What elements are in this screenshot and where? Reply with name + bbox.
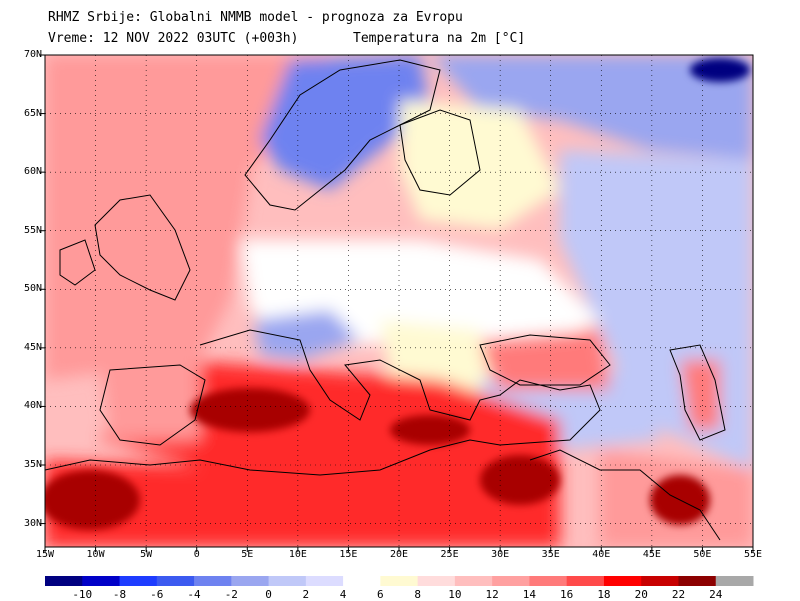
colorbar-swatch — [715, 576, 754, 586]
colorbar-label: 8 — [414, 588, 421, 601]
forecast-time: Vreme: 12 NOV 2022 03UTC (+003h) — [48, 31, 299, 46]
latitude-label: 55N — [23, 224, 42, 236]
colorbar-label: 12 — [485, 588, 499, 601]
colorbar-label: -10 — [72, 588, 93, 601]
colorbar-label: -2 — [224, 588, 238, 601]
colorbar-swatch — [194, 576, 232, 586]
colorbar-swatch — [156, 576, 195, 586]
longitude-label: 30E — [491, 549, 510, 560]
colorbar-label: 24 — [709, 588, 723, 601]
longitude-label: 50E — [693, 549, 712, 560]
latitude-label: 45N — [23, 341, 42, 353]
colorbar-swatch — [45, 576, 83, 586]
colorbar-label: -4 — [187, 588, 201, 601]
longitude-label: 0 — [193, 549, 200, 560]
longitude-label: 45E — [642, 549, 661, 560]
colorbar-label: 4 — [339, 588, 347, 601]
colorbar-label: 16 — [560, 588, 574, 601]
latitude-label: 50N — [23, 283, 42, 295]
longitude-label: 55E — [743, 549, 763, 560]
map-field — [45, 55, 753, 547]
colorbar-swatch — [268, 576, 307, 586]
longitude-label: 35E — [541, 549, 560, 560]
longitude-label: 40E — [592, 549, 611, 560]
colorbar-swatch — [678, 576, 717, 586]
colorbar-swatch — [603, 576, 642, 586]
colorbar-swatch — [529, 576, 568, 586]
colorbar-label: 2 — [302, 588, 310, 601]
colorbar-label: 0 — [265, 588, 272, 601]
colorbar-swatch — [380, 576, 419, 586]
latitude-label: 65N — [23, 107, 42, 119]
colorbar-swatch — [566, 576, 605, 586]
longitude-label: 15W — [35, 549, 55, 560]
colorbar-swatch — [492, 576, 530, 586]
longitude-label: 25E — [440, 549, 459, 560]
colorbar-swatch — [82, 576, 121, 586]
colorbar-label: 20 — [634, 588, 648, 601]
longitude-label: 10W — [86, 549, 105, 560]
colorbar-swatch — [641, 576, 679, 586]
colorbar-label: -8 — [112, 588, 127, 601]
colorbar-label: 22 — [671, 588, 686, 601]
longitude-label: 20E — [389, 549, 409, 560]
longitude-label: 5E — [241, 549, 254, 560]
colorbar-label: 18 — [597, 588, 611, 601]
colorbar-label: 6 — [377, 588, 384, 601]
colorbar-swatch — [417, 576, 456, 586]
longitude-label: 15E — [339, 549, 358, 560]
longitude-label: 10E — [288, 549, 307, 560]
colorbar-label: -6 — [150, 588, 164, 601]
latitude-label: 35N — [23, 459, 42, 470]
colorbar-swatch — [343, 576, 381, 586]
colorbar-swatch — [454, 576, 493, 586]
colorbar-label: 10 — [448, 588, 462, 601]
colorbar-label: 14 — [522, 588, 537, 601]
latitude-label: 40N — [23, 400, 42, 412]
colorbar-swatch — [119, 576, 158, 586]
latitude-label: 60N — [23, 166, 42, 178]
colorbar-swatch — [231, 576, 270, 586]
latitude-label: 70N — [23, 49, 42, 60]
colorbar — [45, 576, 754, 586]
colorbar-swatch — [305, 576, 344, 586]
longitude-label: 5W — [140, 549, 153, 560]
map-title: RHMZ Srbije: Globalni NMMB model - progn… — [48, 10, 463, 25]
variable-label: Temperatura na 2m [°C] — [353, 31, 526, 46]
latitude-label: 30N — [23, 517, 42, 529]
